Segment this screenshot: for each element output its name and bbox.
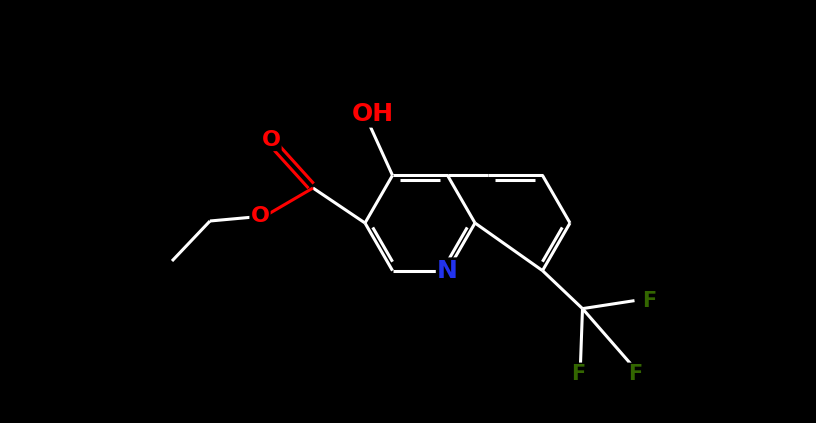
Text: F: F: [642, 291, 657, 310]
Text: O: O: [251, 206, 269, 226]
Text: N: N: [437, 258, 458, 283]
Text: F: F: [628, 364, 643, 384]
Text: O: O: [261, 130, 281, 150]
Text: F: F: [571, 364, 586, 384]
Text: OH: OH: [352, 102, 393, 126]
